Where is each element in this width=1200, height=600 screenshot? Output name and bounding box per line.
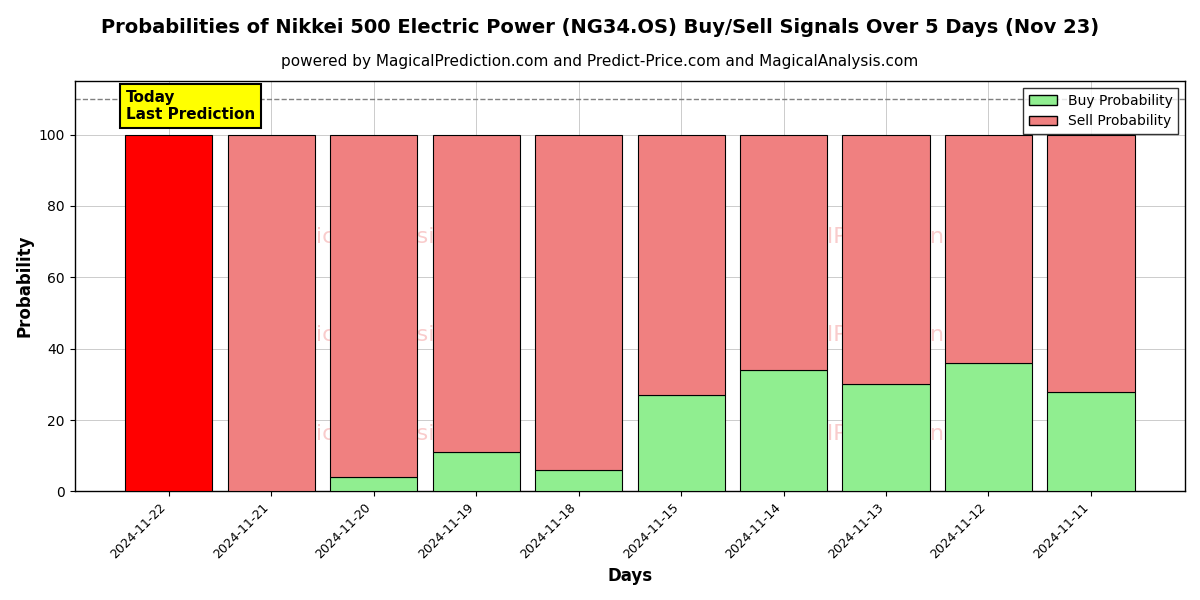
Text: MagicalPrediction.com: MagicalPrediction.com	[749, 325, 1000, 346]
Bar	[228, 134, 314, 491]
Bar	[637, 395, 725, 491]
Bar	[330, 134, 418, 477]
Text: MagicalAnalysis.com: MagicalAnalysis.com	[270, 424, 502, 444]
Bar	[842, 385, 930, 491]
Text: MagicalAnalysis.com: MagicalAnalysis.com	[270, 227, 502, 247]
Bar	[1048, 392, 1134, 491]
Bar	[637, 134, 725, 395]
Text: MagicalAnalysis.com: MagicalAnalysis.com	[270, 325, 502, 346]
Text: Probabilities of Nikkei 500 Electric Power (NG34.OS) Buy/Sell Signals Over 5 Day: Probabilities of Nikkei 500 Electric Pow…	[101, 18, 1099, 37]
Bar	[535, 134, 622, 470]
Bar	[944, 363, 1032, 491]
Text: powered by MagicalPrediction.com and Predict-Price.com and MagicalAnalysis.com: powered by MagicalPrediction.com and Pre…	[281, 54, 919, 69]
Bar	[535, 470, 622, 491]
Bar	[740, 134, 827, 370]
Bar	[330, 477, 418, 491]
X-axis label: Days: Days	[607, 567, 653, 585]
Bar	[944, 134, 1032, 363]
Legend: Buy Probability, Sell Probability: Buy Probability, Sell Probability	[1024, 88, 1178, 134]
Text: MagicalPrediction.com: MagicalPrediction.com	[749, 424, 1000, 444]
Y-axis label: Probability: Probability	[16, 235, 34, 337]
Bar	[1048, 134, 1134, 392]
Bar	[125, 134, 212, 491]
Bar	[740, 370, 827, 491]
Text: Today
Last Prediction: Today Last Prediction	[126, 90, 254, 122]
Bar	[432, 452, 520, 491]
Bar	[432, 134, 520, 452]
Bar	[842, 134, 930, 385]
Text: MagicalPrediction.com: MagicalPrediction.com	[749, 227, 1000, 247]
